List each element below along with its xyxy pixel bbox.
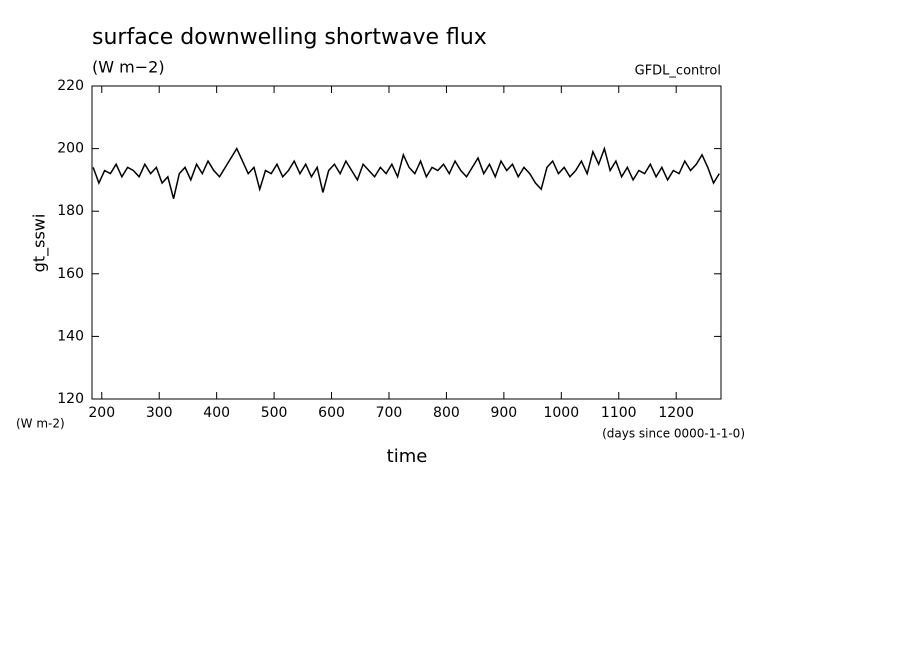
x-tick-label: 900: [490, 405, 517, 421]
x-tick-label: 300: [146, 405, 173, 421]
x-tick-label: 1200: [658, 405, 694, 421]
x-tick-label: 500: [261, 405, 288, 421]
x-tick-label: 400: [203, 405, 230, 421]
y-tick-label: 160: [57, 266, 84, 282]
y-tick-label: 200: [57, 141, 84, 157]
series-label: GFDL_control: [635, 64, 721, 79]
x-tick-label: 800: [433, 405, 460, 421]
x-units: (days since 0000-1-1-0): [602, 427, 745, 441]
x-axis-label: time: [387, 446, 428, 467]
plot-frame: [91, 85, 722, 400]
chart-subtitle: (W m−2): [92, 58, 165, 77]
data-line: [92, 146, 720, 199]
x-tick-label: 700: [376, 405, 403, 421]
y-units: (W m-2): [16, 417, 65, 431]
x-tick-label: 1000: [543, 405, 579, 421]
y-tick-label: 220: [57, 78, 84, 94]
y-axis-label: gt_sswi: [30, 214, 50, 273]
x-tick-label: 200: [88, 405, 115, 421]
x-tick-label: 1100: [601, 405, 637, 421]
chart-title: surface downwelling shortwave flux: [92, 25, 487, 50]
y-tick-label: 140: [57, 328, 84, 344]
y-tick-label: 120: [57, 391, 84, 407]
y-tick-label: 180: [57, 203, 84, 219]
x-tick-label: 600: [318, 405, 345, 421]
